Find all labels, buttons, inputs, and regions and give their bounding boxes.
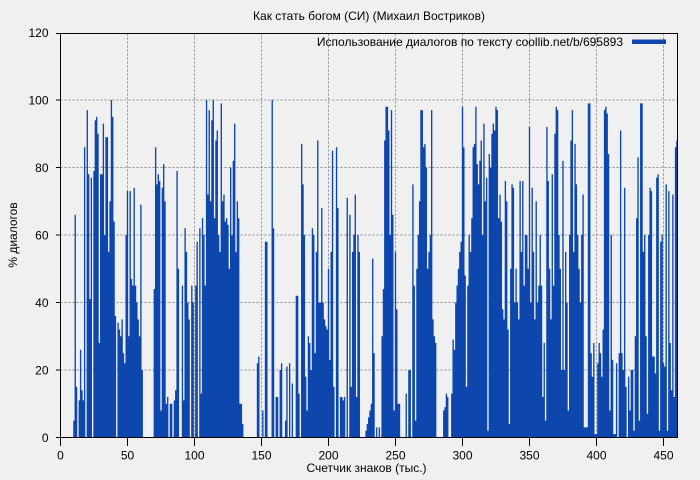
svg-text:100: 100 [28,94,48,108]
svg-text:50: 50 [121,449,135,463]
svg-text:100: 100 [184,449,204,463]
svg-text:150: 150 [251,449,271,463]
svg-text:Использование диалогов по текс: Использование диалогов по тексту coollib… [317,35,623,49]
svg-text:350: 350 [519,449,539,463]
svg-text:20: 20 [35,364,49,378]
svg-text:0: 0 [57,449,64,463]
svg-text:40: 40 [35,296,49,310]
svg-text:400: 400 [586,449,606,463]
svg-text:% диалогов: % диалогов [6,202,20,267]
svg-text:450: 450 [653,449,673,463]
svg-text:Как стать богом (СИ) (Михаил В: Как стать богом (СИ) (Михаил Востриков) [253,9,485,23]
svg-text:300: 300 [452,449,472,463]
svg-text:250: 250 [385,449,405,463]
svg-text:Счетчик знаков (тыс.): Счетчик знаков (тыс.) [306,461,426,475]
svg-text:60: 60 [35,229,49,243]
svg-text:200: 200 [318,449,338,463]
svg-text:80: 80 [35,161,49,175]
svg-text:120: 120 [28,26,48,40]
svg-text:0: 0 [42,431,49,445]
